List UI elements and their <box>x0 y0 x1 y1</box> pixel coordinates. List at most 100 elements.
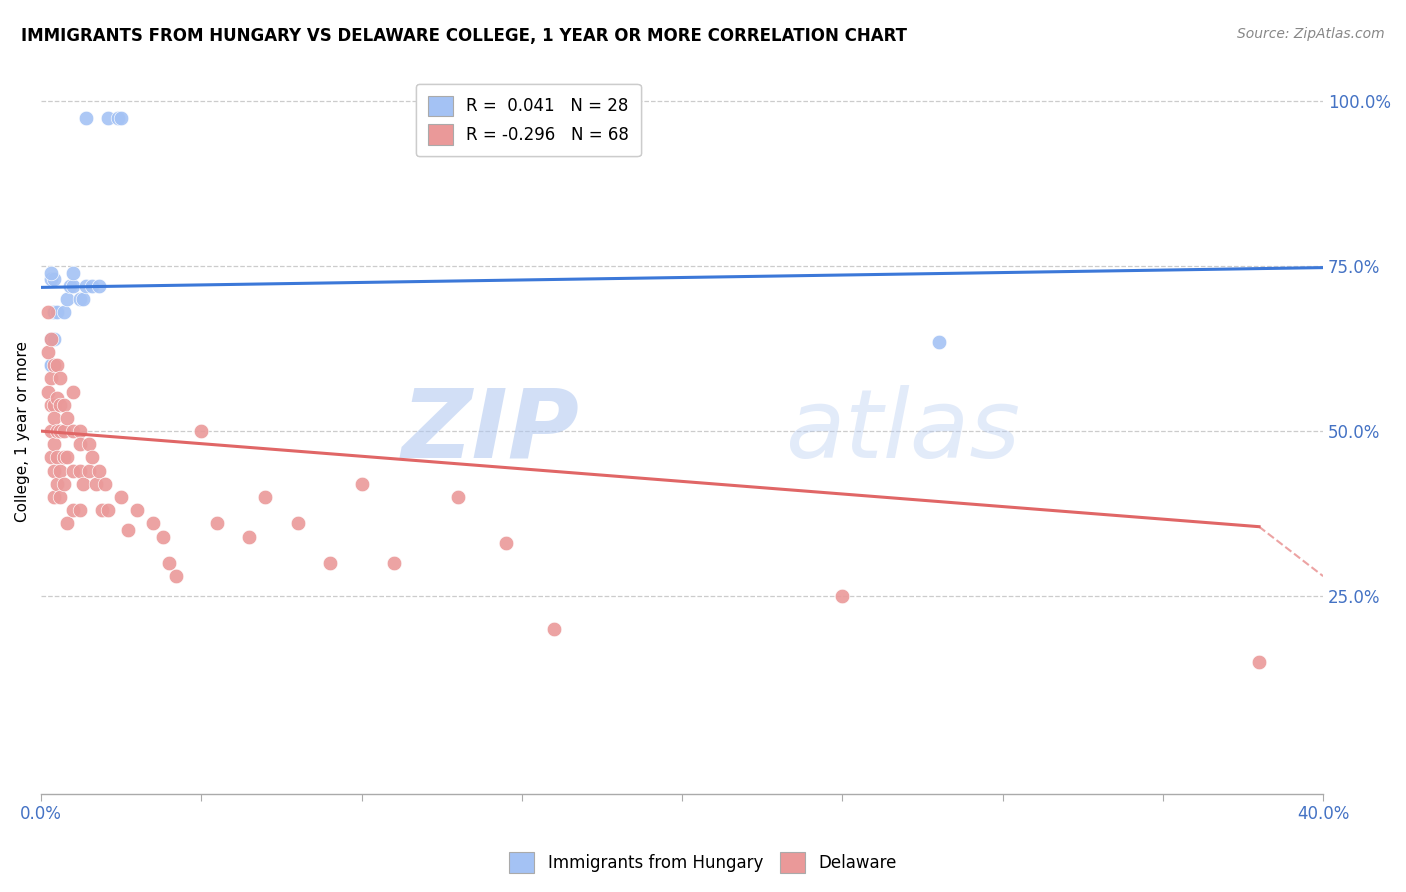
Point <box>42 358 65 372</box>
Point <box>72 292 94 306</box>
Point <box>42 305 65 319</box>
Point <box>77 464 100 478</box>
Legend: R =  0.041   N = 28, R = -0.296   N = 68: R = 0.041 N = 28, R = -0.296 N = 68 <box>416 84 641 156</box>
Point <box>190 424 212 438</box>
Point <box>59 279 82 293</box>
Point <box>127 503 149 517</box>
Point <box>69 437 91 451</box>
Point <box>75 111 97 125</box>
Point <box>37 345 59 359</box>
Point <box>46 450 69 465</box>
Point <box>447 490 470 504</box>
Point <box>69 292 91 306</box>
Point <box>55 411 77 425</box>
Point <box>49 490 72 504</box>
Point <box>207 516 229 531</box>
Point <box>82 279 104 293</box>
Point <box>42 464 65 478</box>
Point <box>62 503 84 517</box>
Point <box>82 450 104 465</box>
Point <box>42 437 65 451</box>
Point <box>928 335 950 350</box>
Point <box>42 332 65 346</box>
Point <box>543 622 565 636</box>
Y-axis label: College, 1 year or more: College, 1 year or more <box>15 341 30 522</box>
Point <box>382 556 405 570</box>
Point <box>97 111 120 125</box>
Point <box>39 332 62 346</box>
Point <box>77 437 100 451</box>
Point <box>52 476 75 491</box>
Point <box>495 536 517 550</box>
Point <box>91 503 114 517</box>
Point <box>62 266 84 280</box>
Point <box>39 371 62 385</box>
Point <box>97 503 120 517</box>
Point <box>46 358 69 372</box>
Point <box>69 424 91 438</box>
Text: IMMIGRANTS FROM HUNGARY VS DELAWARE COLLEGE, 1 YEAR OR MORE CORRELATION CHART: IMMIGRANTS FROM HUNGARY VS DELAWARE COLL… <box>21 27 907 45</box>
Point <box>42 305 65 319</box>
Point <box>87 279 110 293</box>
Point <box>39 424 62 438</box>
Point <box>87 464 110 478</box>
Point <box>49 464 72 478</box>
Point <box>39 266 62 280</box>
Point <box>42 358 65 372</box>
Point <box>39 450 62 465</box>
Point <box>46 424 69 438</box>
Point <box>46 305 69 319</box>
Point <box>52 305 75 319</box>
Point <box>254 490 277 504</box>
Point <box>110 111 132 125</box>
Point <box>39 332 62 346</box>
Point <box>42 272 65 286</box>
Text: Source: ZipAtlas.com: Source: ZipAtlas.com <box>1237 27 1385 41</box>
Legend: Immigrants from Hungary, Delaware: Immigrants from Hungary, Delaware <box>503 846 903 880</box>
Text: ZIP: ZIP <box>402 384 579 477</box>
Point <box>1247 655 1270 669</box>
Point <box>46 476 69 491</box>
Point <box>72 476 94 491</box>
Point <box>69 464 91 478</box>
Point <box>49 371 72 385</box>
Point <box>42 490 65 504</box>
Point <box>107 111 129 125</box>
Point <box>52 398 75 412</box>
Point <box>238 530 260 544</box>
Point <box>37 384 59 399</box>
Point <box>46 391 69 405</box>
Point <box>157 556 180 570</box>
Point <box>110 490 132 504</box>
Point <box>55 292 77 306</box>
Point <box>42 305 65 319</box>
Point <box>49 398 72 412</box>
Point <box>39 358 62 372</box>
Point <box>62 384 84 399</box>
Point <box>37 305 59 319</box>
Point <box>55 450 77 465</box>
Point <box>165 569 187 583</box>
Point <box>62 424 84 438</box>
Point <box>350 476 373 491</box>
Point <box>42 411 65 425</box>
Point <box>62 464 84 478</box>
Point <box>831 589 853 603</box>
Point <box>42 398 65 412</box>
Point <box>69 503 91 517</box>
Point <box>49 424 72 438</box>
Point <box>42 358 65 372</box>
Point <box>55 516 77 531</box>
Text: atlas: atlas <box>785 384 1019 477</box>
Point <box>52 450 75 465</box>
Point <box>142 516 165 531</box>
Point <box>94 476 117 491</box>
Point <box>62 279 84 293</box>
Point <box>287 516 309 531</box>
Point <box>39 272 62 286</box>
Point <box>318 556 340 570</box>
Point <box>52 424 75 438</box>
Point <box>39 398 62 412</box>
Point <box>75 279 97 293</box>
Point <box>39 358 62 372</box>
